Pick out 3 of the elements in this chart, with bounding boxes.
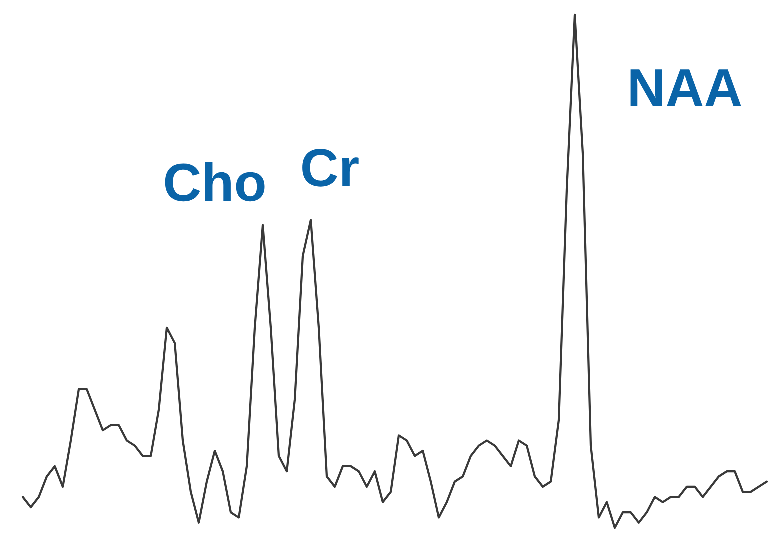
annotation: Cr xyxy=(302,149,359,187)
annotation: Cho xyxy=(165,162,265,202)
annotation: NAA xyxy=(630,70,742,106)
